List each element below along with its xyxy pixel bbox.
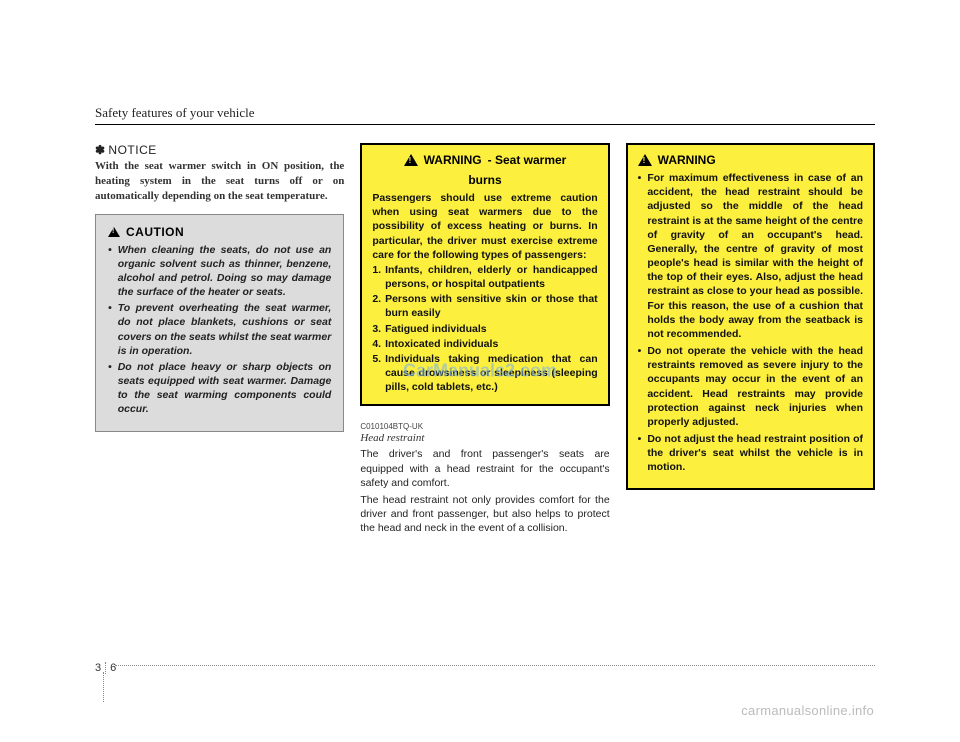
page-number: 3 6 (95, 662, 116, 674)
columns: ✽ NOTICE With the seat warmer switch in … (95, 143, 875, 535)
caution-item: •Do not place heavy or sharp objects on … (108, 360, 331, 417)
warning-text: Intoxicated individuals (385, 337, 498, 351)
body-paragraph: The driver's and front passenger's seats… (360, 447, 609, 490)
caution-text: When cleaning the seats, do not use an o… (118, 243, 332, 300)
notice-header: ✽ NOTICE (95, 143, 344, 157)
notice-label: NOTICE (108, 143, 156, 157)
warning-text: Do not adjust the head restraint positio… (647, 432, 863, 475)
caution-label: CAUTION (126, 225, 184, 239)
warning-subtitle-line2: burns (372, 173, 597, 187)
warning-label: WARNING (658, 153, 716, 167)
warning-item: 2.Persons with sensitive skin or those t… (372, 292, 597, 320)
warning-triangle-icon (108, 227, 120, 237)
column-right: WARNING •For maximum effectiveness in ca… (626, 143, 875, 535)
warning-text: Individuals taking medication that can c… (385, 352, 598, 395)
warning-text: Infants, children, elderly or handicappe… (385, 263, 598, 291)
section-number: 3 (95, 662, 106, 674)
warning-box-seat-warmer: WARNING - Seat warmer burns Passengers s… (360, 143, 609, 406)
warning-body: •For maximum effectiveness in case of an… (638, 171, 863, 475)
warning-item: •Do not operate the vehicle with the hea… (638, 344, 863, 429)
watermark-bottom: carmanualsonline.info (741, 703, 874, 718)
warning-subtitle-prefix: - Seat warmer (488, 153, 567, 167)
body-paragraph: The head restraint not only provides com… (360, 493, 609, 536)
warning-text: For maximum effectiveness in case of an … (647, 171, 863, 341)
caution-item: •When cleaning the seats, do not use an … (108, 243, 331, 300)
caution-box: CAUTION •When cleaning the seats, do not… (95, 214, 344, 432)
warning-body: Passengers should use extreme caution wh… (372, 191, 597, 394)
section-subhead: Head restraint (360, 432, 609, 444)
footer-divider (115, 665, 875, 666)
footer-vertical-dots (103, 672, 104, 702)
warning-box-head-restraint: WARNING •For maximum effectiveness in ca… (626, 143, 875, 490)
page-number-value: 6 (106, 662, 116, 674)
section-header: Safety features of your vehicle (95, 105, 875, 125)
warning-intro: Passengers should use extreme caution wh… (372, 191, 597, 262)
warning-item: •For maximum effectiveness in case of an… (638, 171, 863, 341)
warning-text: Fatigued individuals (385, 322, 487, 336)
warning-item: 5.Individuals taking medication that can… (372, 352, 597, 395)
caution-text: Do not place heavy or sharp objects on s… (118, 360, 332, 417)
warning-head: WARNING - Seat warmer burns (372, 153, 597, 187)
warning-label: WARNING (424, 153, 482, 167)
caution-item: •To prevent overheating the seat warmer,… (108, 301, 331, 358)
notice-star: ✽ (95, 143, 105, 157)
column-middle: WARNING - Seat warmer burns Passengers s… (360, 143, 609, 535)
warning-item: 1.Infants, children, elderly or handicap… (372, 263, 597, 291)
warning-text: Persons with sensitive skin or those tha… (385, 292, 598, 320)
caution-head: CAUTION (108, 225, 331, 239)
warning-text: Do not operate the vehicle with the head… (647, 344, 863, 429)
head-restraint-section: C010104BTQ-UK Head restraint The driver'… (360, 416, 609, 535)
warning-head: WARNING (638, 153, 863, 167)
column-left: ✽ NOTICE With the seat warmer switch in … (95, 143, 344, 535)
caution-text: To prevent overheating the seat warmer, … (118, 301, 332, 358)
warning-item: 4.Intoxicated individuals (372, 337, 597, 351)
notice-block: ✽ NOTICE With the seat warmer switch in … (95, 143, 344, 204)
page-content: Safety features of your vehicle ✽ NOTICE… (95, 105, 875, 662)
caution-list: •When cleaning the seats, do not use an … (108, 243, 331, 417)
warning-triangle-icon (638, 154, 652, 166)
notice-body: With the seat warmer switch in ON positi… (95, 159, 344, 204)
warning-item: 3.Fatigued individuals (372, 322, 597, 336)
warning-item: •Do not adjust the head restraint positi… (638, 432, 863, 475)
section-code: C010104BTQ-UK (360, 422, 609, 431)
warning-triangle-icon (404, 154, 418, 166)
